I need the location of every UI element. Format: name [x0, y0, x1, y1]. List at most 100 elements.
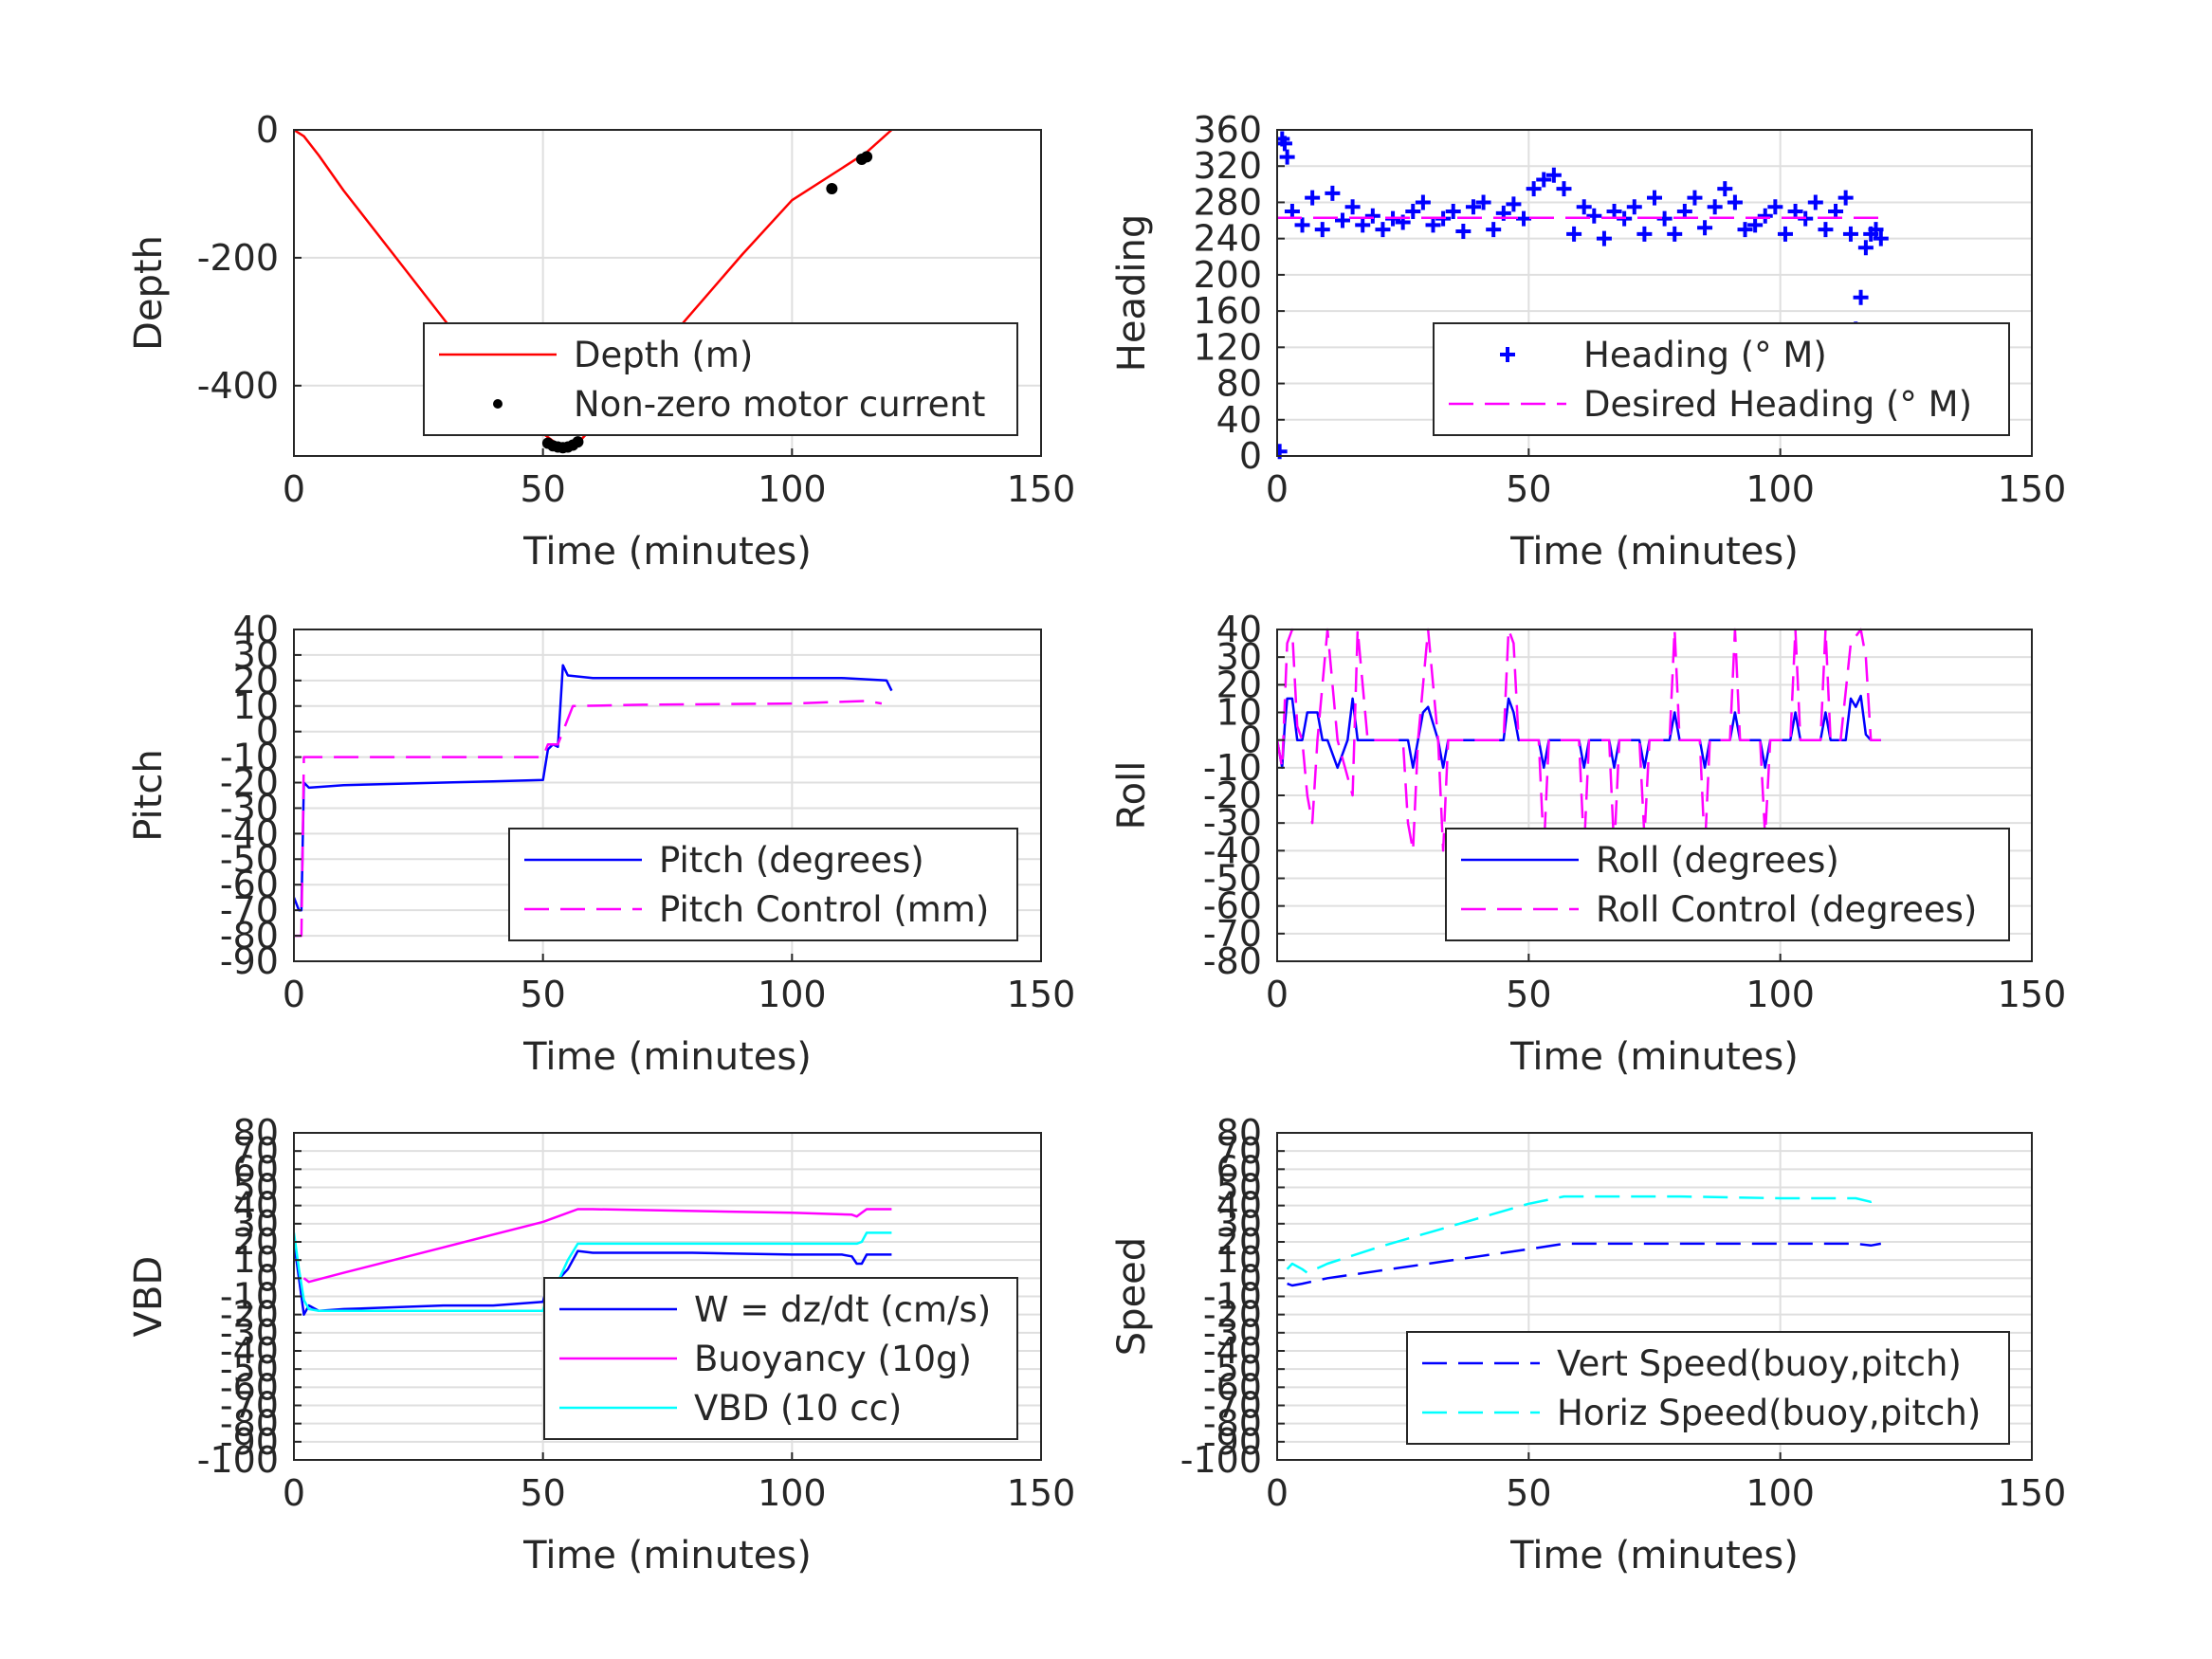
x-tick-label: 0	[283, 468, 305, 510]
legend-box	[1445, 828, 2010, 941]
legend-label: Roll Control (degrees)	[1596, 889, 1977, 930]
legend-label: Heading (° M)	[1583, 335, 1827, 375]
x-tick-label: 0	[1266, 974, 1289, 1015]
data-point	[1465, 199, 1481, 215]
y-tick-label: 40	[1216, 399, 1262, 441]
y-tick-label: -80	[220, 1403, 279, 1445]
legend-label: Non-zero motor current	[574, 384, 985, 425]
axes-box	[293, 129, 1042, 457]
y-tick-label: 280	[1193, 181, 1262, 223]
y-tick-label: 50	[1216, 1167, 1262, 1209]
data-point	[1334, 212, 1350, 228]
y-tick-label: 20	[1216, 664, 1262, 705]
y-axis-label: Heading	[1110, 214, 1154, 372]
data-point	[1425, 217, 1441, 233]
data-point	[1355, 217, 1371, 233]
legend: Roll (degrees) Roll Control (degrees)	[1445, 828, 2010, 941]
y-tick-label: -30	[220, 787, 279, 829]
data-point	[1277, 136, 1292, 152]
y-tick-label: 0	[256, 711, 279, 753]
data-point	[1727, 194, 1743, 210]
legend: W = dz/dt (cm/s) Buoyancy (10g) VBD (10 cc…	[543, 1277, 1018, 1440]
y-tick-label: -100	[197, 1439, 279, 1481]
y-tick-label: 80	[1216, 1112, 1262, 1154]
data-point	[1767, 199, 1783, 215]
legend-box	[508, 828, 1018, 941]
series-roll-0	[1277, 694, 1881, 770]
data-point	[1747, 217, 1764, 233]
data-point	[1294, 217, 1310, 233]
data-point	[826, 183, 838, 195]
data-point	[1455, 224, 1472, 240]
legend-box	[543, 1277, 1018, 1440]
y-tick-label: -100	[1180, 1439, 1262, 1481]
y-tick-label: -30	[1203, 1312, 1262, 1354]
y-tick-label: 60	[233, 1148, 279, 1190]
ticks: 0 50 100 150 0 -200 -400	[197, 109, 1076, 510]
ticks: 0 50 100 150403020100-10-20-30-40-50-60-70-…	[220, 609, 1075, 1015]
y-tick-label: -400	[197, 365, 279, 407]
y-tick-label: -60	[220, 864, 279, 905]
y-tick-label: -30	[220, 1312, 279, 1354]
ticks: 0 50 100 150403020100-10-20-30-40-50-60-70-…	[1203, 609, 2066, 1015]
data-point	[1566, 226, 1582, 242]
legend-swatch	[493, 399, 503, 409]
data-point	[1707, 199, 1723, 215]
y-tick-label: 0	[1239, 720, 1262, 761]
x-axis-label: Time (minutes)	[1509, 530, 1799, 574]
x-axis-label: Time (minutes)	[522, 1534, 812, 1577]
y-tick-label: 0	[1239, 435, 1262, 477]
y-tick-label: -70	[220, 1385, 279, 1427]
y-tick-label: -20	[1203, 775, 1262, 816]
x-tick-label: 150	[1998, 974, 2067, 1015]
y-tick-label: 10	[1216, 1239, 1262, 1281]
data-point	[1486, 222, 1502, 238]
y-tick-label: -80	[1203, 940, 1262, 982]
series-vbd-1	[302, 1208, 892, 1284]
data-point	[1853, 289, 1869, 305]
data-point	[1777, 226, 1793, 242]
chart-speed: 0 50 100 15080706050403020100-10-20-30-40-5…	[1110, 1112, 2066, 1577]
x-tick-label: 100	[758, 1472, 827, 1514]
data-point	[1737, 222, 1753, 238]
y-tick-label: -10	[1203, 747, 1262, 789]
series-roll-1	[1277, 628, 1881, 852]
legend-box	[423, 322, 1018, 436]
y-tick-label: -40	[1203, 830, 1262, 871]
x-tick-label: 150	[1998, 468, 2067, 510]
y-tick-label: -10	[220, 737, 279, 778]
y-tick-label: 0	[1239, 1257, 1262, 1299]
data-point	[1364, 208, 1380, 224]
y-tick-label: 30	[1216, 1203, 1262, 1245]
y-tick-label: -50	[220, 838, 279, 880]
series-group	[294, 664, 893, 938]
data-point	[1676, 204, 1692, 219]
data-point	[1375, 222, 1391, 238]
x-tick-label: 150	[1007, 974, 1076, 1015]
y-tick-label: -200	[197, 237, 279, 279]
data-point	[1873, 230, 1889, 246]
y-tick-label: -90	[1203, 1421, 1262, 1463]
data-point	[1475, 194, 1491, 210]
data-point	[1807, 194, 1823, 210]
data-point	[1536, 172, 1552, 188]
data-point	[1868, 222, 1884, 238]
y-tick-label: -50	[1203, 1348, 1262, 1390]
x-tick-label: 100	[758, 974, 827, 1015]
x-tick-label: 100	[1746, 974, 1815, 1015]
y-tick-label: 320	[1193, 145, 1262, 187]
y-tick-label: -30	[1203, 802, 1262, 844]
legend-label: VBD (10 cc)	[694, 1388, 902, 1429]
y-tick-label: -90	[220, 1421, 279, 1463]
y-tick-label: 70	[233, 1130, 279, 1172]
series-pitch-1	[294, 700, 883, 938]
x-tick-label: 100	[1746, 468, 1815, 510]
y-tick-label: 200	[1193, 254, 1262, 296]
y-tick-label: 40	[1216, 609, 1262, 650]
data-point	[1279, 149, 1295, 165]
data-point	[1526, 181, 1542, 197]
x-tick-label: 50	[1506, 468, 1551, 510]
data-point	[1667, 226, 1683, 242]
legend-swatch	[1500, 347, 1515, 362]
